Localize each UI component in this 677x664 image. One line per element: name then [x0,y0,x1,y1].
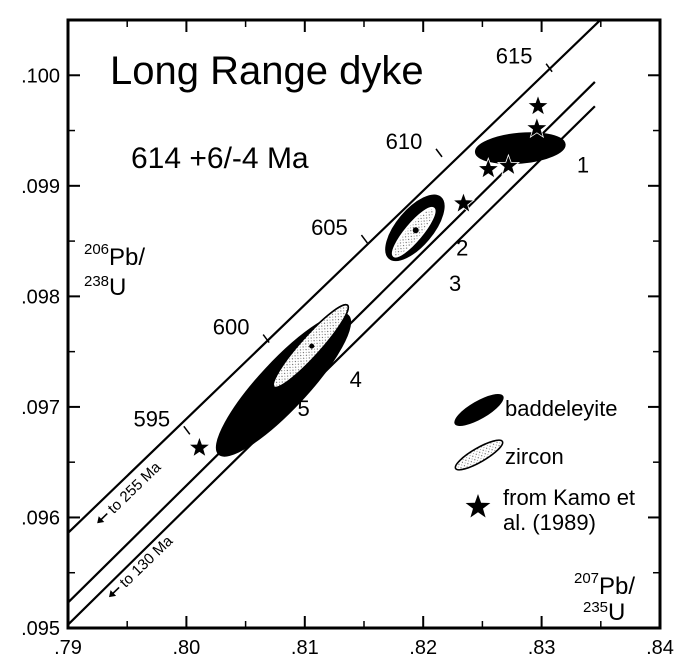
svg-text:207: 207 [574,570,599,587]
discordia-label-group: to 130 Ma [109,532,177,598]
y-tick-label: .098 [21,286,60,308]
y-tick-label: .095 [21,618,60,640]
chart-title: Long Range dyke [110,49,424,93]
concordia-age-label: 615 [496,44,533,69]
star-icon [187,435,212,458]
legend-star-label-line2: al. (1989) [503,510,596,535]
concordia-age-tick [262,334,270,344]
star-icon [525,116,549,139]
y-tick-label: .099 [21,176,60,198]
chart-subtitle: 614 +6/-4 Ma [131,142,309,175]
svg-text:Pb/: Pb/ [109,244,145,271]
svg-text:206: 206 [84,241,109,258]
arrow-head-icon [109,590,117,598]
concordia-age-labels: 595 600 605 610 615 [133,44,532,432]
legend-star-icon [465,494,491,518]
concordia-age-label: 600 [213,315,250,340]
discordia-line [68,105,596,626]
x-tick-labels: .79 .80 .81 .82 .83 .84 [54,637,674,659]
x-tick-label: .84 [646,637,674,659]
fraction-label-1: 1 [577,153,589,178]
legend: baddeleyite zircon from Kamo et al. (198… [454,393,635,535]
concordia-age-label: 610 [386,129,423,154]
y-tick-labels: .095 .096 .097 .098 .099 .100 [21,65,60,640]
svg-text:U: U [109,274,126,301]
concordia-age-tick [435,148,443,158]
concordia-age-label: 595 [133,406,170,431]
y-axis-label: 206 Pb/ 238 U [84,241,145,301]
tick-marks [67,19,661,629]
svg-text:238: 238 [84,273,109,290]
error-ellipses [215,132,566,457]
star-icon [476,157,500,180]
y-tick-label: .096 [21,507,60,529]
x-axis-label: 207 Pb/ 235 U [574,570,635,626]
fraction-labels: 1 2 3 4 5 [297,153,589,421]
legend-star-shape [465,494,491,518]
discordia-line [68,20,602,534]
ellipse-fraction-1 [474,132,566,165]
y-tick-label: .100 [21,65,60,87]
concordia-age-tick [545,63,553,73]
legend-zircon-label: zircon [505,444,564,469]
x-tick-label: .81 [291,637,319,659]
arrow-head-icon [97,516,105,524]
concordia-age-tick [360,234,369,244]
kamo-points [187,94,550,458]
x-tick-label: .83 [528,637,556,659]
star-icon [526,94,550,117]
star-icon [451,191,476,214]
concordia-age-tick [183,425,191,435]
star-icon [496,153,521,176]
fraction-label-2: 2 [456,235,468,260]
discordia-label: to 130 Ma [116,532,176,591]
x-tick-label: .80 [172,637,200,659]
fraction-label-4: 4 [350,367,362,392]
svg-text:Pb/: Pb/ [599,573,635,600]
ellipse-center-dot [309,343,315,349]
legend-star-label-line1: from Kamo et [503,485,635,510]
y-tick-label: .097 [21,397,60,419]
ellipse-center-dot [412,227,419,234]
legend-baddeleyite-label: baddeleyite [505,396,618,421]
concordia-age-label: 605 [311,215,348,240]
legend-baddeleyite-symbol [454,393,504,427]
fraction-label-5: 5 [297,396,309,421]
x-tick-label: .79 [54,637,82,659]
x-tick-label: .82 [409,637,437,659]
legend-zircon-symbol [454,439,504,471]
fraction-label-3: 3 [449,271,461,296]
svg-text:235: 235 [583,599,608,616]
svg-text:U: U [608,599,625,626]
